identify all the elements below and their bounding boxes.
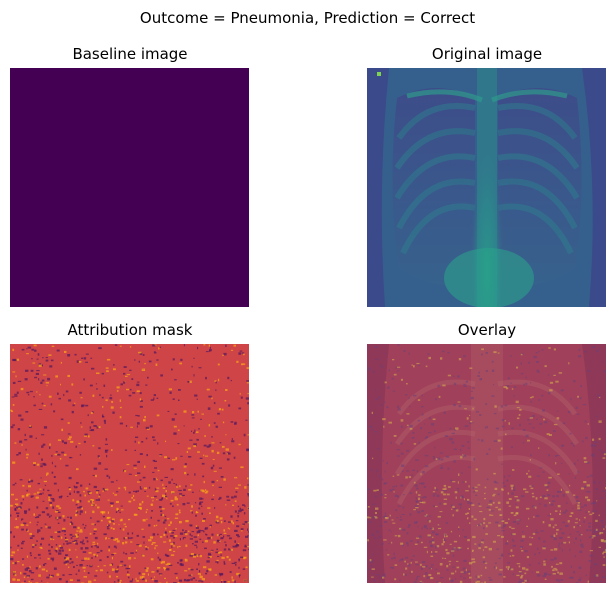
overlay-image bbox=[367, 344, 606, 583]
original-image bbox=[367, 68, 606, 307]
attribution-mask-canvas bbox=[10, 344, 249, 583]
overlay-canvas bbox=[367, 344, 606, 583]
baseline-image-title: Baseline image bbox=[72, 45, 188, 63]
attribution-mask-title: Attribution mask bbox=[67, 321, 193, 339]
original-image-title: Original image bbox=[431, 45, 543, 63]
baseline-image bbox=[10, 68, 249, 307]
baseline-image-canvas bbox=[10, 68, 249, 307]
figure-title: Outcome = Pneumonia, Prediction = Correc… bbox=[139, 9, 476, 27]
overlay-title: Overlay bbox=[457, 321, 517, 339]
attribution-mask bbox=[10, 344, 249, 583]
chest-xray-image bbox=[367, 68, 606, 307]
